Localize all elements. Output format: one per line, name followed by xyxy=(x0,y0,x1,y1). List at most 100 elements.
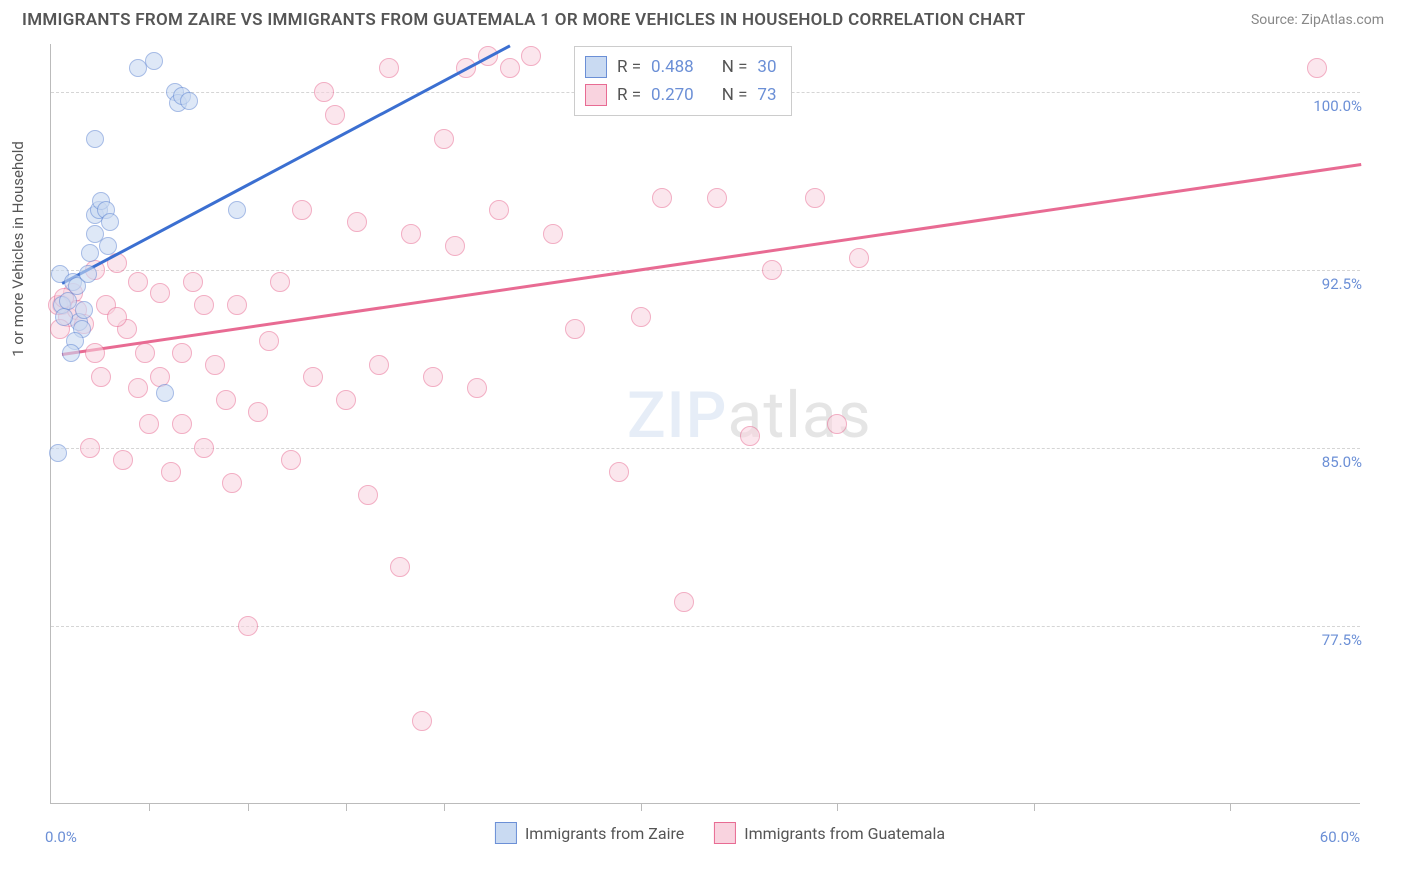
data-point-guatemala xyxy=(412,711,432,731)
data-point-guatemala xyxy=(150,367,170,387)
data-point-zaire xyxy=(180,92,198,110)
chart-container: 1 or more Vehicles in Household ZIPatlas… xyxy=(50,44,1390,824)
x-tick xyxy=(641,803,642,811)
data-point-guatemala xyxy=(1307,58,1327,78)
data-point-guatemala xyxy=(674,592,694,612)
x-tick xyxy=(444,803,445,811)
data-point-guatemala xyxy=(467,378,487,398)
data-point-guatemala xyxy=(216,390,236,410)
data-point-guatemala xyxy=(445,236,465,256)
data-point-guatemala xyxy=(303,367,323,387)
x-tick xyxy=(837,803,838,811)
data-point-guatemala xyxy=(281,450,301,470)
data-point-guatemala xyxy=(390,557,410,577)
legend-n-label: N = xyxy=(722,81,748,109)
swatch-zaire-icon xyxy=(495,822,517,844)
y-tick-label: 92.5% xyxy=(1316,275,1362,293)
data-point-guatemala xyxy=(827,414,847,434)
data-point-guatemala xyxy=(80,438,100,458)
data-point-guatemala xyxy=(135,343,155,363)
data-point-guatemala xyxy=(205,355,225,375)
y-tick-label: 77.5% xyxy=(1316,631,1362,649)
data-point-guatemala xyxy=(128,378,148,398)
data-point-zaire xyxy=(145,52,163,70)
data-point-guatemala xyxy=(521,46,541,66)
legend-n-value-zaire: 30 xyxy=(757,53,776,81)
data-point-guatemala xyxy=(336,390,356,410)
chart-source: Source: ZipAtlas.com xyxy=(1251,12,1384,28)
data-point-guatemala xyxy=(358,485,378,505)
data-point-guatemala xyxy=(565,319,585,339)
data-point-zaire xyxy=(101,213,119,231)
data-point-guatemala xyxy=(128,272,148,292)
data-point-guatemala xyxy=(325,105,345,125)
legend-row-zaire: R = 0.488 N = 30 xyxy=(585,53,777,81)
data-point-guatemala xyxy=(707,188,727,208)
data-point-guatemala xyxy=(652,188,672,208)
data-point-guatemala xyxy=(314,82,334,102)
data-point-zaire xyxy=(75,301,93,319)
x-tick xyxy=(346,803,347,811)
legend-label-guatemala: Immigrants from Guatemala xyxy=(744,824,945,843)
data-point-zaire xyxy=(55,308,73,326)
y-axis-title: 1 or more Vehicles in Household xyxy=(9,141,27,357)
data-point-guatemala xyxy=(113,450,133,470)
legend-label-zaire: Immigrants from Zaire xyxy=(525,824,684,843)
x-axis-min-label: 0.0% xyxy=(45,828,77,846)
x-tick xyxy=(248,803,249,811)
legend-r-value-guatemala: 0.270 xyxy=(651,81,694,109)
legend-n-label: N = xyxy=(722,53,748,81)
data-point-guatemala xyxy=(609,462,629,482)
data-point-guatemala xyxy=(434,129,454,149)
gridline xyxy=(51,448,1360,449)
chart-header: IMMIGRANTS FROM ZAIRE VS IMMIGRANTS FROM… xyxy=(0,0,1406,38)
data-point-zaire xyxy=(62,344,80,362)
watermark-zip: ZIP xyxy=(627,378,728,453)
data-point-guatemala xyxy=(107,307,127,327)
x-tick xyxy=(1230,803,1231,811)
data-point-zaire xyxy=(86,130,104,148)
scatter-plot: ZIPatlas 100.0%92.5%85.0%77.5% xyxy=(50,44,1360,804)
data-point-guatemala xyxy=(85,343,105,363)
data-point-guatemala xyxy=(543,224,563,244)
swatch-guatemala-icon xyxy=(714,822,736,844)
gridline xyxy=(51,270,1360,271)
data-point-guatemala xyxy=(423,367,443,387)
data-point-guatemala xyxy=(172,414,192,434)
data-point-guatemala xyxy=(500,58,520,78)
legend-row-guatemala: R = 0.270 N = 73 xyxy=(585,81,777,109)
data-point-guatemala xyxy=(270,272,290,292)
data-point-zaire xyxy=(228,201,246,219)
data-point-guatemala xyxy=(150,283,170,303)
y-tick-label: 100.0% xyxy=(1307,97,1362,115)
correlation-legend: R = 0.488 N = 30 R = 0.270 N = 73 xyxy=(574,46,792,116)
data-point-guatemala xyxy=(489,200,509,220)
data-point-guatemala xyxy=(379,58,399,78)
x-tick xyxy=(1034,803,1035,811)
x-tick xyxy=(149,803,150,811)
data-point-guatemala xyxy=(194,295,214,315)
data-point-guatemala xyxy=(401,224,421,244)
data-point-zaire xyxy=(156,384,174,402)
x-axis-max-label: 60.0% xyxy=(1320,828,1360,846)
data-point-guatemala xyxy=(238,616,258,636)
legend-item-zaire: Immigrants from Zaire xyxy=(495,822,684,844)
swatch-zaire xyxy=(585,56,607,78)
legend-n-value-guatemala: 73 xyxy=(757,81,776,109)
data-point-guatemala xyxy=(183,272,203,292)
series-legend: Immigrants from Zaire Immigrants from Gu… xyxy=(495,822,945,844)
data-point-guatemala xyxy=(805,188,825,208)
data-point-guatemala xyxy=(369,355,389,375)
data-point-guatemala xyxy=(762,260,782,280)
data-point-guatemala xyxy=(248,402,268,422)
data-point-zaire xyxy=(81,244,99,262)
data-point-zaire xyxy=(99,237,117,255)
legend-r-value-zaire: 0.488 xyxy=(651,53,694,81)
data-point-guatemala xyxy=(91,367,111,387)
data-point-guatemala xyxy=(849,248,869,268)
legend-r-label: R = xyxy=(617,53,641,81)
data-point-guatemala xyxy=(227,295,247,315)
swatch-guatemala xyxy=(585,84,607,106)
data-point-guatemala xyxy=(292,200,312,220)
chart-title: IMMIGRANTS FROM ZAIRE VS IMMIGRANTS FROM… xyxy=(22,10,1026,30)
